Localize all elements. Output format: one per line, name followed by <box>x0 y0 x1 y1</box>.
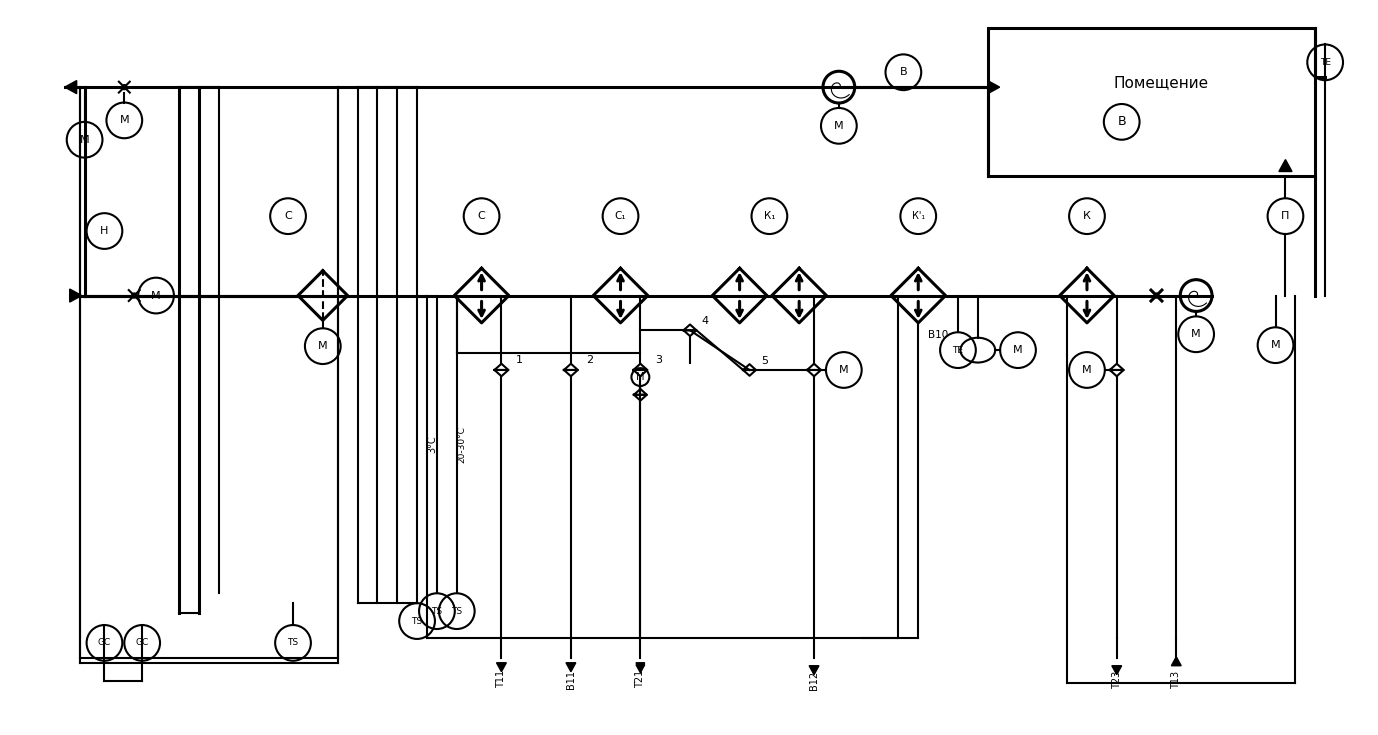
Text: М: М <box>152 290 161 301</box>
Text: М: М <box>80 135 90 145</box>
Text: М: М <box>120 115 130 126</box>
Polygon shape <box>70 289 81 302</box>
Circle shape <box>121 85 127 90</box>
Text: Т11: Т11 <box>496 670 507 688</box>
Text: М: М <box>1192 329 1202 340</box>
Text: М: М <box>1082 365 1091 375</box>
Text: С₁: С₁ <box>615 211 627 221</box>
Circle shape <box>1153 293 1159 298</box>
Text: П: П <box>1282 211 1290 221</box>
Text: К₁: К₁ <box>763 211 776 221</box>
Text: 5: 5 <box>762 356 769 366</box>
Text: М: М <box>1271 340 1280 350</box>
Text: 1: 1 <box>517 355 524 365</box>
Text: TS: TS <box>451 606 463 616</box>
Text: 4: 4 <box>701 316 710 326</box>
Polygon shape <box>809 666 819 675</box>
Text: TS: TS <box>412 617 423 625</box>
Text: Т21: Т21 <box>635 670 645 688</box>
Text: TS: TS <box>288 639 299 648</box>
Circle shape <box>132 293 136 298</box>
Text: 3: 3 <box>656 355 663 365</box>
Text: В11: В11 <box>566 670 576 689</box>
Text: М: М <box>834 121 843 131</box>
Text: К'₁: К'₁ <box>912 211 925 221</box>
Text: 3°С: 3°С <box>427 436 437 453</box>
Text: 2: 2 <box>586 355 593 365</box>
Text: В12: В12 <box>809 671 819 690</box>
Polygon shape <box>1171 657 1181 666</box>
Text: GC: GC <box>98 639 112 648</box>
Text: М: М <box>839 365 849 375</box>
Text: ТЕ: ТЕ <box>1320 58 1331 67</box>
Polygon shape <box>566 663 576 672</box>
Text: М: М <box>637 372 645 382</box>
Text: М: М <box>1013 345 1022 355</box>
Text: ТЕ: ТЕ <box>952 345 963 354</box>
Polygon shape <box>988 81 999 93</box>
Text: Т13: Т13 <box>1171 671 1181 689</box>
Text: В10: В10 <box>927 330 948 340</box>
Text: М: М <box>318 341 328 351</box>
Text: В: В <box>1118 115 1126 129</box>
Polygon shape <box>637 664 645 673</box>
Text: TS: TS <box>431 606 442 616</box>
Text: В: В <box>900 67 907 77</box>
Polygon shape <box>637 663 645 671</box>
Text: GC: GC <box>135 639 149 648</box>
Text: С: С <box>478 211 485 221</box>
Polygon shape <box>65 81 77 93</box>
Polygon shape <box>1279 159 1293 171</box>
Text: Т23: Т23 <box>1112 671 1122 689</box>
Text: С: С <box>284 211 292 221</box>
Text: Н: Н <box>101 226 109 236</box>
Text: К: К <box>1083 211 1091 221</box>
Polygon shape <box>1112 666 1122 675</box>
Bar <box>988 28 1315 176</box>
Text: Помещение: Помещение <box>1113 75 1209 90</box>
Polygon shape <box>496 663 506 672</box>
Text: 20-30°С: 20-30°С <box>457 426 466 463</box>
